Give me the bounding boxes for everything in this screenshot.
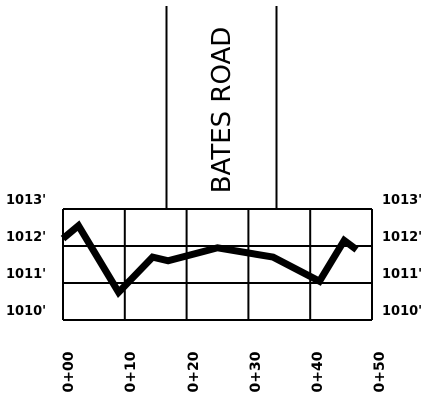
elevation-label-left: 1011' bbox=[6, 267, 46, 282]
station-label: 0+30 bbox=[248, 351, 264, 392]
ground-profile-line bbox=[60, 220, 359, 299]
elevation-label-left: 1013' bbox=[6, 193, 46, 208]
station-label: 0+40 bbox=[310, 351, 326, 392]
elevation-label-right: 1013' bbox=[382, 193, 422, 208]
elevation-labels-left: 1013' 1012' 1011' 1010' bbox=[6, 193, 46, 319]
elevation-label-left: 1012' bbox=[6, 230, 46, 245]
station-label: 0+50 bbox=[372, 351, 388, 392]
station-labels: 0+00 0+10 0+20 0+30 0+40 0+50 bbox=[61, 351, 388, 392]
elevation-label-right: 1011' bbox=[382, 267, 422, 282]
elevation-label-right: 1012' bbox=[382, 230, 422, 245]
elevation-label-left: 1010' bbox=[6, 304, 46, 319]
road-name: BATES ROAD bbox=[207, 27, 237, 194]
elevation-label-right: 1010' bbox=[382, 304, 422, 319]
station-label: 0+00 bbox=[61, 351, 77, 392]
elevation-labels-right: 1013' 1012' 1011' 1010' bbox=[382, 193, 422, 319]
station-label: 0+20 bbox=[186, 351, 202, 392]
station-label: 0+10 bbox=[123, 351, 139, 392]
